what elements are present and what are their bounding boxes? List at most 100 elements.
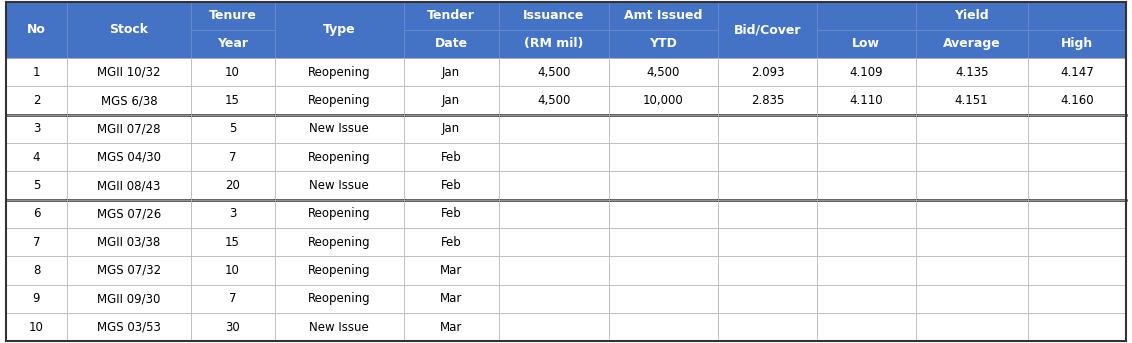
Bar	[719, 256, 817, 285]
Bar	[609, 200, 719, 228]
Bar	[6, 200, 67, 228]
Bar	[1028, 115, 1126, 143]
Text: 8: 8	[33, 264, 40, 277]
Bar	[916, 86, 1028, 115]
Text: Bid/Cover: Bid/Cover	[734, 23, 801, 36]
Bar	[1028, 172, 1126, 200]
Bar	[67, 115, 190, 143]
Bar	[275, 228, 403, 256]
Bar	[817, 228, 916, 256]
Bar	[275, 285, 403, 313]
Text: 10: 10	[29, 321, 44, 334]
Bar	[190, 200, 275, 228]
Bar	[609, 228, 719, 256]
Text: Jan: Jan	[443, 66, 461, 79]
Text: MGII 07/28: MGII 07/28	[97, 122, 161, 135]
Bar	[817, 143, 916, 172]
Bar	[1028, 228, 1126, 256]
Bar	[817, 86, 916, 115]
Bar	[499, 86, 609, 115]
Text: Average: Average	[943, 37, 1001, 50]
Text: Yield: Yield	[954, 9, 989, 22]
Bar	[1028, 2, 1126, 58]
Bar	[499, 256, 609, 285]
Bar	[609, 115, 719, 143]
Bar	[67, 256, 190, 285]
Bar	[499, 228, 609, 256]
Text: 15: 15	[225, 94, 240, 107]
Bar	[1028, 58, 1126, 86]
Bar	[190, 172, 275, 200]
Text: Tender: Tender	[427, 9, 475, 22]
Bar	[275, 200, 403, 228]
Text: 5: 5	[229, 122, 237, 135]
Text: 2.835: 2.835	[751, 94, 784, 107]
Bar	[1028, 313, 1126, 341]
Bar	[275, 2, 403, 58]
Text: Reopening: Reopening	[308, 292, 370, 305]
Bar	[1028, 200, 1126, 228]
Bar	[817, 2, 916, 58]
Text: Tenure: Tenure	[208, 9, 257, 22]
Bar	[403, 58, 499, 86]
Bar	[916, 172, 1028, 200]
Text: Mar: Mar	[440, 321, 462, 334]
Bar	[609, 143, 719, 172]
Text: 5: 5	[33, 179, 40, 192]
Bar	[67, 228, 190, 256]
Bar	[719, 285, 817, 313]
Bar	[499, 200, 609, 228]
Text: MGII 10/32: MGII 10/32	[97, 66, 161, 79]
Bar	[817, 285, 916, 313]
Bar	[499, 313, 609, 341]
Bar	[499, 58, 609, 86]
Text: Feb: Feb	[440, 208, 462, 220]
Text: New Issue: New Issue	[309, 321, 369, 334]
Bar	[6, 228, 67, 256]
Text: 10: 10	[225, 264, 240, 277]
Bar	[403, 172, 499, 200]
Bar	[719, 2, 817, 58]
Text: MGS 07/32: MGS 07/32	[97, 264, 161, 277]
Bar	[190, 2, 275, 58]
Text: MGS 07/26: MGS 07/26	[97, 208, 161, 220]
Bar	[190, 58, 275, 86]
Bar	[719, 228, 817, 256]
Bar	[499, 2, 609, 58]
Bar	[403, 143, 499, 172]
Text: Reopening: Reopening	[308, 264, 370, 277]
Text: New Issue: New Issue	[309, 122, 369, 135]
Bar	[609, 172, 719, 200]
Bar	[609, 2, 719, 58]
Bar	[67, 200, 190, 228]
Text: 9: 9	[33, 292, 41, 305]
Text: Reopening: Reopening	[308, 151, 370, 164]
Text: (RM mil): (RM mil)	[524, 37, 583, 50]
Bar	[916, 58, 1028, 86]
Text: MGII 09/30: MGII 09/30	[97, 292, 161, 305]
Bar	[1028, 256, 1126, 285]
Text: 4.110: 4.110	[849, 94, 883, 107]
Text: 15: 15	[225, 236, 240, 249]
Text: 4.160: 4.160	[1061, 94, 1094, 107]
Bar	[190, 285, 275, 313]
Bar	[719, 86, 817, 115]
Bar	[817, 115, 916, 143]
Text: Mar: Mar	[440, 292, 462, 305]
Bar	[609, 285, 719, 313]
Text: Reopening: Reopening	[308, 208, 370, 220]
Text: 4.151: 4.151	[955, 94, 988, 107]
Bar	[719, 313, 817, 341]
Text: MGII 03/38: MGII 03/38	[97, 236, 161, 249]
Bar	[403, 285, 499, 313]
Bar	[67, 313, 190, 341]
Bar	[719, 172, 817, 200]
Bar	[403, 228, 499, 256]
Text: 7: 7	[33, 236, 41, 249]
Bar	[499, 115, 609, 143]
Text: 10,000: 10,000	[643, 94, 684, 107]
Text: 4,500: 4,500	[537, 66, 571, 79]
Text: Date: Date	[435, 37, 468, 50]
Text: 4.147: 4.147	[1061, 66, 1094, 79]
Bar	[916, 143, 1028, 172]
